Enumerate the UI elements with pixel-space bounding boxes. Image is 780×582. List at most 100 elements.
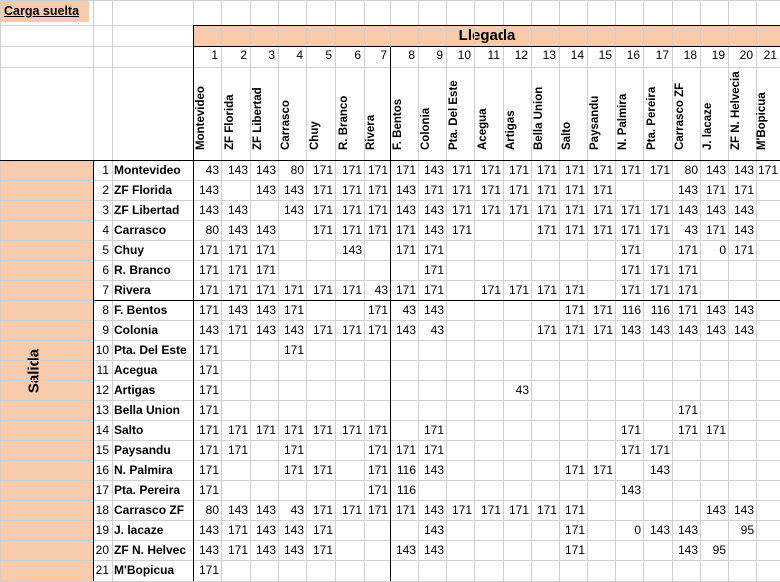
row-name[interactable]: Pta. Del Este: [114, 343, 187, 357]
table-cell[interactable]: [615, 460, 643, 480]
table-cell[interactable]: [756, 200, 780, 220]
table-cell[interactable]: [306, 260, 335, 280]
table-cell[interactable]: [531, 420, 559, 440]
table-cell[interactable]: 143: [255, 303, 276, 317]
table-cell[interactable]: [615, 360, 643, 380]
row-name[interactable]: Chuy: [114, 243, 144, 257]
table-cell[interactable]: 171: [395, 163, 416, 177]
table-cell[interactable]: 143: [733, 223, 754, 237]
table-cell[interactable]: 171: [312, 523, 333, 537]
table-cell[interactable]: 143: [677, 523, 698, 537]
table-cell[interactable]: [559, 240, 587, 260]
table-cell[interactable]: [390, 520, 418, 540]
table-cell[interactable]: [335, 460, 364, 480]
table-cell[interactable]: 171: [536, 203, 557, 217]
table-cell[interactable]: [364, 260, 390, 280]
table-cell[interactable]: 171: [198, 563, 219, 577]
table-cell[interactable]: [700, 560, 728, 581]
column-number[interactable]: 6: [354, 48, 361, 62]
table-cell[interactable]: 171: [592, 223, 613, 237]
column-name[interactable]: Carrasco: [278, 67, 306, 160]
table-cell[interactable]: 171: [341, 323, 362, 337]
table-cell[interactable]: 171: [480, 283, 501, 297]
table-cell[interactable]: [335, 440, 364, 460]
table-cell[interactable]: [306, 340, 335, 360]
row-name[interactable]: N. Palmira: [114, 463, 173, 477]
table-cell[interactable]: [250, 380, 278, 400]
table-cell[interactable]: 171: [592, 163, 613, 177]
table-cell[interactable]: 143: [198, 323, 219, 337]
column-name[interactable]: Artigas: [503, 67, 531, 160]
table-cell[interactable]: [728, 540, 756, 560]
table-cell[interactable]: 143: [705, 303, 726, 317]
row-number[interactable]: 10: [95, 343, 109, 357]
table-cell[interactable]: 171: [198, 483, 219, 497]
table-cell[interactable]: [531, 460, 559, 480]
row-name[interactable]: Carrasco ZF: [114, 503, 185, 517]
table-cell[interactable]: 171: [564, 323, 585, 337]
table-cell[interactable]: [615, 380, 643, 400]
row-number[interactable]: 2: [102, 183, 109, 197]
table-cell[interactable]: [278, 480, 306, 500]
table-cell[interactable]: 143: [283, 543, 304, 557]
column-name[interactable]: R. Branco: [335, 67, 364, 160]
table-cell[interactable]: 171: [620, 283, 641, 297]
row-name[interactable]: ZF Libertad: [114, 203, 180, 217]
table-cell[interactable]: 43: [290, 503, 304, 517]
column-number[interactable]: 20: [739, 48, 753, 62]
table-cell[interactable]: 171: [564, 283, 585, 297]
table-cell[interactable]: 143: [283, 523, 304, 537]
table-cell[interactable]: [587, 500, 615, 520]
table-cell[interactable]: 171: [733, 243, 754, 257]
table-cell[interactable]: 171: [677, 303, 698, 317]
table-cell[interactable]: 171: [395, 223, 416, 237]
table-cell[interactable]: 43: [515, 383, 529, 397]
row-number[interactable]: 4: [102, 223, 109, 237]
table-cell[interactable]: 143: [649, 523, 670, 537]
table-cell[interactable]: 143: [283, 323, 304, 337]
table-cell[interactable]: 171: [395, 283, 416, 297]
table-cell[interactable]: 171: [283, 423, 304, 437]
table-cell[interactable]: [503, 360, 531, 380]
table-cell[interactable]: [643, 380, 672, 400]
table-cell[interactable]: [728, 400, 756, 420]
row-number[interactable]: 9: [102, 323, 109, 337]
table-cell[interactable]: 171: [255, 263, 276, 277]
table-cell[interactable]: 171: [705, 223, 726, 237]
table-cell[interactable]: [474, 220, 503, 240]
column-number[interactable]: 14: [570, 48, 584, 62]
table-cell[interactable]: [672, 480, 700, 500]
table-cell[interactable]: [221, 460, 250, 480]
column-name[interactable]: N. Palmira: [615, 67, 643, 160]
table-cell[interactable]: [672, 460, 700, 480]
table-cell[interactable]: 171: [592, 463, 613, 477]
table-cell[interactable]: [446, 300, 474, 320]
table-cell[interactable]: [587, 380, 615, 400]
row-number[interactable]: 15: [95, 443, 109, 457]
table-cell[interactable]: 143: [649, 463, 670, 477]
table-cell[interactable]: [446, 400, 474, 420]
column-number[interactable]: 10: [457, 48, 471, 62]
table-cell[interactable]: [335, 340, 364, 360]
table-cell[interactable]: [615, 540, 643, 560]
table-cell[interactable]: 171: [367, 503, 388, 517]
table-cell[interactable]: [503, 300, 531, 320]
table-cell[interactable]: 143: [227, 203, 248, 217]
row-number[interactable]: 3: [102, 203, 109, 217]
table-cell[interactable]: 171: [312, 323, 333, 337]
table-cell[interactable]: 171: [757, 163, 778, 177]
table-cell[interactable]: [390, 400, 418, 420]
column-number[interactable]: 2: [240, 48, 247, 62]
table-cell[interactable]: 171: [564, 183, 585, 197]
table-cell[interactable]: [418, 340, 446, 360]
table-cell[interactable]: [587, 400, 615, 420]
table-cell[interactable]: 171: [283, 283, 304, 297]
table-cell[interactable]: [728, 360, 756, 380]
table-cell[interactable]: [446, 340, 474, 360]
table-cell[interactable]: 171: [536, 503, 557, 517]
table-cell[interactable]: 171: [341, 183, 362, 197]
table-cell[interactable]: [474, 440, 503, 460]
table-cell[interactable]: 171: [341, 423, 362, 437]
table-cell[interactable]: 171: [564, 463, 585, 477]
row-name[interactable]: Carrasco: [114, 223, 167, 237]
